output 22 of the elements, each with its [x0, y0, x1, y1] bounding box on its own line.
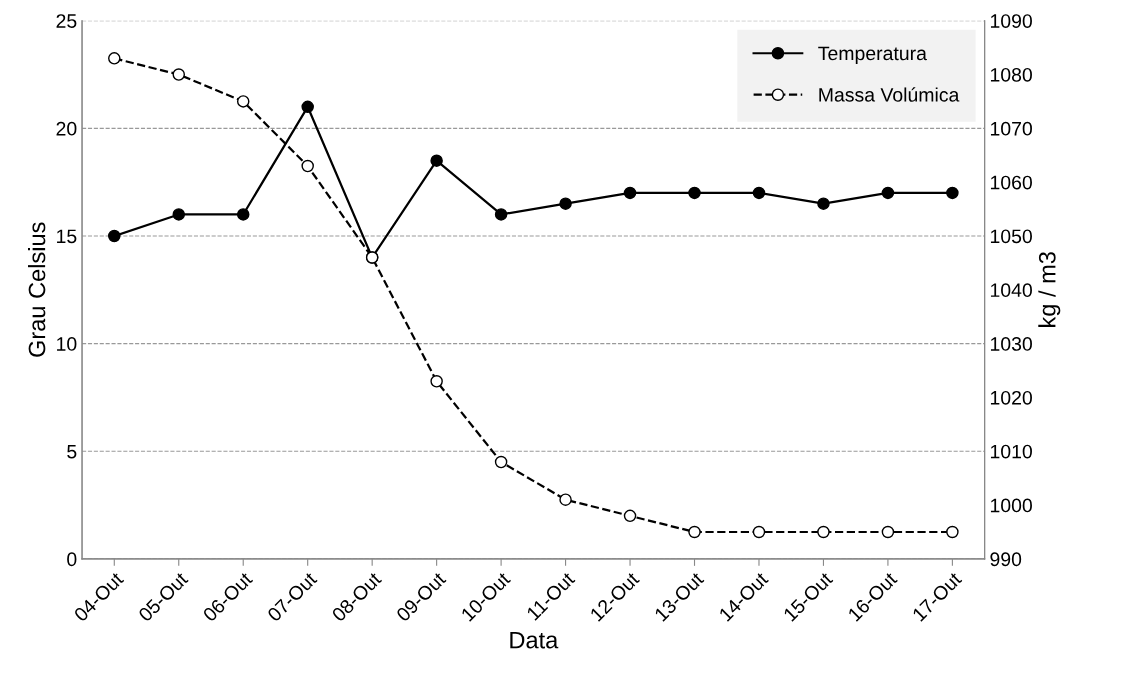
legend-label: Massa Volúmica — [819, 87, 960, 102]
y2-tick-label: 1010 — [990, 444, 1032, 459]
y-tick-label: 15 — [57, 229, 77, 244]
y-axis-title: Grau Celsius — [28, 222, 46, 357]
y-tick-label: 0 — [67, 552, 77, 567]
y2-tick-label: 1040 — [990, 283, 1032, 298]
legend-label: Temperatura — [818, 46, 927, 65]
y-tick-label: 25 — [56, 14, 77, 28]
y-tick-label: 20 — [56, 121, 77, 136]
y2-tick-label: 1070 — [990, 121, 1032, 136]
y2-tick-label: 1000 — [990, 498, 1032, 513]
y2-tick-label: 1060 — [990, 175, 1032, 190]
y2-tick-label: 1030 — [990, 337, 1032, 351]
y2-axis-title: kg / m3 — [1038, 252, 1061, 327]
x-axis-title: Data — [510, 631, 559, 649]
y-tick-label: 5 — [67, 444, 77, 459]
y2-tick-label: 1080 — [990, 67, 1032, 82]
y-tick-label: 10 — [57, 337, 77, 351]
y2-tick-label: 1020 — [990, 390, 1032, 405]
y2-tick-label: 990 — [990, 552, 1022, 567]
y2-tick-label: 1050 — [990, 229, 1032, 244]
y2-tick-label: 1090 — [990, 14, 1032, 28]
